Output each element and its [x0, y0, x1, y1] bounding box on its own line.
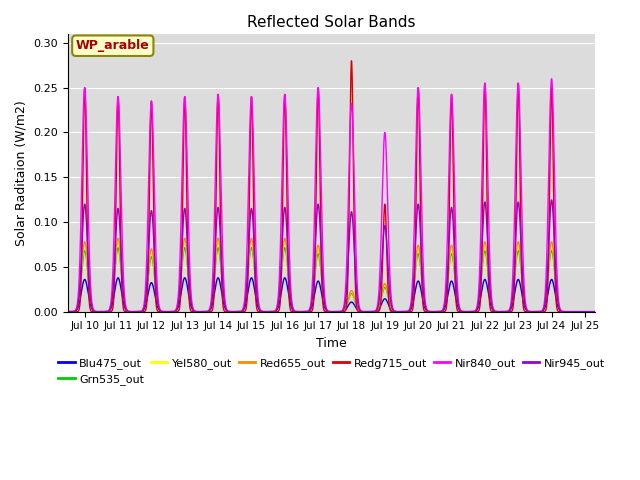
Legend: Blu475_out, Grn535_out, Yel580_out, Red655_out, Redg715_out, Nir840_out, Nir945_: Blu475_out, Grn535_out, Yel580_out, Red6… — [53, 353, 609, 389]
X-axis label: Time: Time — [316, 337, 347, 350]
Text: WP_arable: WP_arable — [76, 39, 150, 52]
Y-axis label: Solar Raditaion (W/m2): Solar Raditaion (W/m2) — [15, 100, 28, 246]
Title: Reflected Solar Bands: Reflected Solar Bands — [247, 15, 416, 30]
